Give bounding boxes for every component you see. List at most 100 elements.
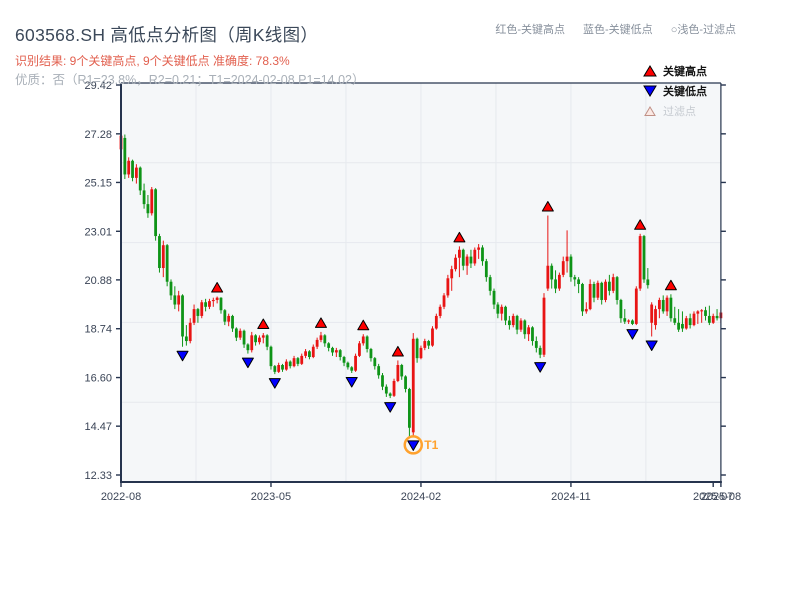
key-low-marker bbox=[534, 362, 547, 373]
candle-body bbox=[184, 336, 188, 342]
candle-body bbox=[481, 247, 484, 262]
candle-body bbox=[388, 393, 392, 396]
candle-body bbox=[504, 306, 507, 321]
triangle-up-pale-icon bbox=[644, 106, 656, 116]
candle-body bbox=[557, 274, 561, 289]
candle-body bbox=[550, 265, 554, 280]
candle-body bbox=[604, 281, 607, 300]
candle-body bbox=[673, 318, 677, 323]
key-high-marker bbox=[257, 318, 270, 330]
candle-body bbox=[492, 290, 496, 305]
candle-body bbox=[392, 380, 396, 396]
candle-body bbox=[507, 320, 511, 326]
y-axis-label: 25.15 bbox=[84, 177, 112, 189]
candle-body bbox=[623, 318, 627, 322]
candle-body bbox=[446, 278, 450, 296]
candle-body bbox=[261, 335, 265, 338]
candle-body bbox=[269, 346, 273, 367]
legend-item-key-high: 关键高点 bbox=[643, 61, 707, 81]
top-legend-high-label: 红色-关键高点 bbox=[495, 24, 566, 36]
candle-body bbox=[469, 256, 473, 264]
candle-body bbox=[338, 350, 342, 358]
candle-body bbox=[315, 339, 319, 347]
candle-body bbox=[208, 301, 211, 307]
key-high-marker bbox=[211, 282, 224, 293]
candle-body bbox=[692, 313, 696, 326]
key-high-marker bbox=[453, 231, 466, 243]
candle-body bbox=[200, 302, 204, 316]
candle-body bbox=[281, 365, 284, 370]
candle-body bbox=[273, 366, 277, 372]
candle-body bbox=[477, 247, 481, 250]
candle-body bbox=[134, 167, 138, 178]
candle-body bbox=[300, 355, 304, 364]
candle-body bbox=[165, 245, 169, 282]
candle-body bbox=[361, 336, 365, 344]
candle-body bbox=[327, 343, 331, 348]
key-low-marker bbox=[176, 350, 189, 362]
candle-body bbox=[704, 310, 707, 316]
candle-body bbox=[538, 347, 542, 355]
candle-body bbox=[584, 309, 588, 312]
top-legend-filter-label: ○浅色-过滤点 bbox=[670, 24, 736, 36]
candle-body bbox=[677, 322, 680, 330]
candle-body bbox=[565, 256, 569, 262]
candle-body bbox=[411, 338, 415, 433]
candle-body bbox=[331, 347, 334, 353]
x-axis-label: 2024-11 bbox=[551, 491, 591, 503]
key-low-marker bbox=[345, 376, 358, 388]
top-legend: 红色-关键高点 蓝色-关键低点 ○浅色-过滤点 bbox=[495, 21, 736, 37]
candle-body bbox=[423, 341, 427, 348]
key-low-marker bbox=[645, 340, 658, 351]
candle-body bbox=[531, 327, 534, 342]
candle-body bbox=[169, 281, 173, 296]
candle-body bbox=[234, 328, 238, 338]
x-axis-label: 2025-07 bbox=[693, 491, 733, 503]
y-axis-label: 18.74 bbox=[84, 324, 112, 336]
key-high-marker bbox=[314, 317, 327, 328]
candle-body bbox=[192, 309, 196, 323]
candle-body bbox=[484, 261, 488, 278]
candle-body bbox=[615, 277, 619, 300]
y-axis-label: 29.42 bbox=[84, 80, 112, 92]
candle-body bbox=[288, 361, 292, 367]
candle-body bbox=[227, 315, 231, 322]
candle-body bbox=[519, 320, 523, 330]
candle-body bbox=[454, 257, 457, 270]
candle-body bbox=[542, 297, 546, 355]
candle-body bbox=[696, 311, 700, 314]
candle-body bbox=[334, 350, 338, 353]
candle-body bbox=[292, 358, 296, 367]
candle-body bbox=[127, 160, 131, 175]
candle-body bbox=[254, 335, 257, 343]
candle-body bbox=[250, 335, 254, 351]
candle-body bbox=[665, 297, 669, 312]
x-axis-label: 2025-08 bbox=[701, 491, 741, 503]
candle-body bbox=[123, 137, 127, 175]
candle-body bbox=[577, 279, 581, 284]
y-axis-label: 12.33 bbox=[84, 470, 112, 482]
candle-body bbox=[219, 297, 223, 311]
candle-body bbox=[450, 269, 454, 279]
candle-body bbox=[138, 167, 142, 191]
candle-body bbox=[631, 320, 634, 324]
candle-body bbox=[627, 320, 631, 322]
candle-body bbox=[657, 299, 661, 310]
candle-body bbox=[350, 367, 354, 371]
recognition-result: 识别结果: 9个关键高点, 9个关键低点 准确度: 78.3% bbox=[15, 54, 290, 68]
candle-body bbox=[642, 236, 646, 280]
candle-body bbox=[515, 315, 519, 330]
candle-body bbox=[619, 299, 623, 319]
t1-annotation-label: T1 bbox=[424, 438, 438, 452]
candle-body bbox=[427, 341, 431, 346]
candle-body bbox=[196, 309, 200, 316]
y-axis-label: 23.01 bbox=[84, 226, 112, 238]
candle-body bbox=[384, 386, 388, 394]
y-axis-label: 20.88 bbox=[84, 275, 112, 287]
candle-body bbox=[561, 261, 565, 275]
candle-body bbox=[173, 295, 177, 305]
candle-body bbox=[700, 310, 704, 312]
key-high-marker bbox=[541, 201, 554, 212]
candle-body bbox=[415, 338, 419, 359]
